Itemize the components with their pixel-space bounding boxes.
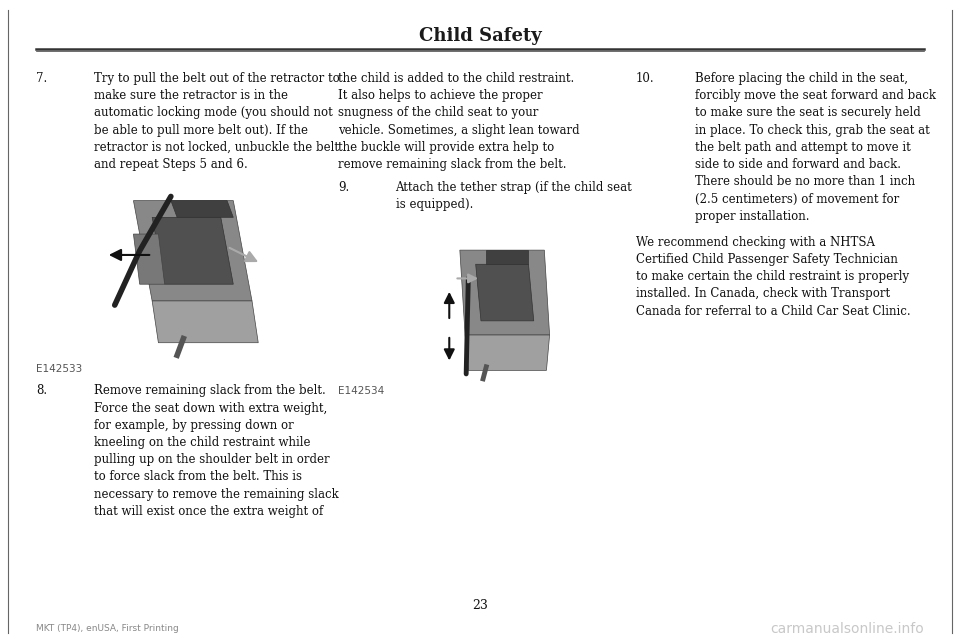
- Text: to force slack from the belt. This is: to force slack from the belt. This is: [94, 471, 302, 484]
- Text: side to side and forward and back.: side to side and forward and back.: [695, 158, 901, 171]
- Text: It also helps to achieve the proper: It also helps to achieve the proper: [338, 89, 542, 102]
- Text: 23: 23: [472, 599, 488, 612]
- Text: installed. In Canada, check with Transport: installed. In Canada, check with Transpo…: [636, 287, 890, 300]
- Polygon shape: [171, 201, 233, 217]
- Text: forcibly move the seat forward and back: forcibly move the seat forward and back: [695, 89, 936, 102]
- Text: There should be no more than 1 inch: There should be no more than 1 inch: [695, 176, 915, 188]
- Polygon shape: [486, 250, 528, 264]
- Polygon shape: [152, 217, 233, 284]
- Text: remove remaining slack from the belt.: remove remaining slack from the belt.: [338, 158, 566, 171]
- Text: make sure the retractor is in the: make sure the retractor is in the: [94, 89, 288, 102]
- Text: Certified Child Passenger Safety Technician: Certified Child Passenger Safety Technic…: [636, 253, 898, 266]
- Text: be able to pull more belt out). If the: be able to pull more belt out). If the: [94, 123, 308, 137]
- Text: 9.: 9.: [338, 181, 349, 194]
- Text: Try to pull the belt out of the retractor to: Try to pull the belt out of the retracto…: [94, 72, 340, 85]
- Text: kneeling on the child restraint while: kneeling on the child restraint while: [94, 436, 311, 449]
- Text: in place. To check this, grab the seat at: in place. To check this, grab the seat a…: [695, 123, 930, 137]
- Text: MKT (TP4), enUSA, First Printing: MKT (TP4), enUSA, First Printing: [36, 624, 180, 633]
- Text: Remove remaining slack from the belt.: Remove remaining slack from the belt.: [94, 385, 325, 397]
- Text: that will exist once the extra weight of: that will exist once the extra weight of: [94, 505, 324, 518]
- Text: vehicle. Sometimes, a slight lean toward: vehicle. Sometimes, a slight lean toward: [338, 123, 580, 137]
- Text: proper installation.: proper installation.: [695, 210, 809, 223]
- Polygon shape: [465, 335, 549, 370]
- Text: E142534: E142534: [338, 386, 384, 396]
- Text: (2.5 centimeters) of movement for: (2.5 centimeters) of movement for: [695, 193, 900, 206]
- Text: the child is added to the child restraint.: the child is added to the child restrain…: [338, 72, 574, 85]
- Text: the buckle will provide extra help to: the buckle will provide extra help to: [338, 141, 554, 154]
- Text: for example, by pressing down or: for example, by pressing down or: [94, 419, 294, 431]
- Text: Child Safety: Child Safety: [419, 27, 541, 45]
- Polygon shape: [460, 250, 549, 335]
- Text: Force the seat down with extra weight,: Force the seat down with extra weight,: [94, 401, 327, 415]
- Text: to make certain the child restraint is properly: to make certain the child restraint is p…: [636, 270, 909, 283]
- Text: the belt path and attempt to move it: the belt path and attempt to move it: [695, 141, 911, 154]
- Text: 7.: 7.: [36, 72, 48, 85]
- Text: snugness of the child seat to your: snugness of the child seat to your: [338, 107, 539, 120]
- Text: pulling up on the shoulder belt in order: pulling up on the shoulder belt in order: [94, 453, 329, 466]
- Text: 10.: 10.: [636, 72, 654, 85]
- Polygon shape: [476, 264, 534, 321]
- Text: retractor is not locked, unbuckle the belt: retractor is not locked, unbuckle the be…: [94, 141, 339, 154]
- Text: 8.: 8.: [36, 385, 48, 397]
- Text: to make sure the seat is securely held: to make sure the seat is securely held: [695, 107, 921, 120]
- Text: and repeat Steps 5 and 6.: and repeat Steps 5 and 6.: [94, 158, 248, 171]
- Text: necessary to remove the remaining slack: necessary to remove the remaining slack: [94, 487, 339, 501]
- Text: Before placing the child in the seat,: Before placing the child in the seat,: [695, 72, 908, 85]
- Text: Canada for referral to a Child Car Seat Clinic.: Canada for referral to a Child Car Seat …: [636, 305, 910, 318]
- Text: Attach the tether strap (if the child seat: Attach the tether strap (if the child se…: [396, 181, 633, 194]
- Text: E142533: E142533: [36, 363, 83, 374]
- Polygon shape: [133, 201, 252, 301]
- Polygon shape: [133, 234, 165, 284]
- Polygon shape: [152, 301, 258, 343]
- Text: carmanualsonline.info: carmanualsonline.info: [770, 622, 924, 636]
- Text: We recommend checking with a NHTSA: We recommend checking with a NHTSA: [636, 236, 875, 249]
- Text: automatic locking mode (you should not: automatic locking mode (you should not: [94, 107, 333, 120]
- Text: is equipped).: is equipped).: [396, 198, 473, 211]
